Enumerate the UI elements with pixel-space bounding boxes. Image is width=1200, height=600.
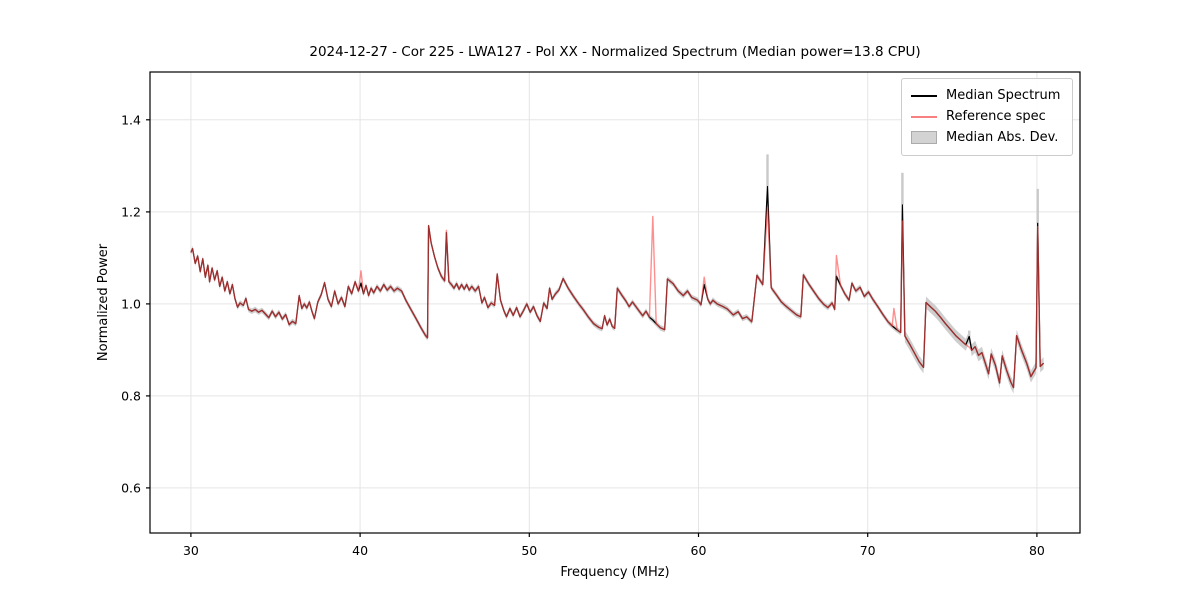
legend-label: Reference spec xyxy=(946,109,1046,124)
x-tick-label: 60 xyxy=(691,543,707,558)
legend-label: Median Abs. Dev. xyxy=(946,130,1059,145)
legend-entry-reference-spec: Reference spec xyxy=(911,106,1063,127)
x-axis-label: Frequency (MHz) xyxy=(560,565,670,580)
reference-spec-line xyxy=(190,206,1045,389)
y-tick-label: 1.0 xyxy=(121,296,141,311)
legend-entry-median-abs-dev: Median Abs. Dev. xyxy=(911,127,1063,148)
median-line-swatch xyxy=(911,94,937,97)
x-tick-label: 80 xyxy=(1029,543,1045,558)
x-tick-label: 70 xyxy=(860,543,876,558)
x-tick-label: 50 xyxy=(521,543,537,558)
y-tick-label: 1.4 xyxy=(121,112,141,127)
x-tick-label: 40 xyxy=(352,543,368,558)
chart-title: 2024-12-27 - Cor 225 - LWA127 - Pol XX -… xyxy=(309,44,921,60)
x-tick-label: 30 xyxy=(183,543,199,558)
plot-border xyxy=(149,71,1081,534)
y-tick-label: 0.6 xyxy=(121,480,141,495)
legend: Median Spectrum Reference spec Median Ab… xyxy=(901,78,1073,156)
reference-line-swatch xyxy=(911,115,937,118)
legend-entry-median-spectrum: Median Spectrum xyxy=(911,85,1063,106)
mad-patch-swatch xyxy=(911,131,937,144)
legend-label: Median Spectrum xyxy=(946,88,1061,103)
y-tick-label: 0.8 xyxy=(121,388,141,403)
y-tick-label: 1.2 xyxy=(121,204,141,219)
